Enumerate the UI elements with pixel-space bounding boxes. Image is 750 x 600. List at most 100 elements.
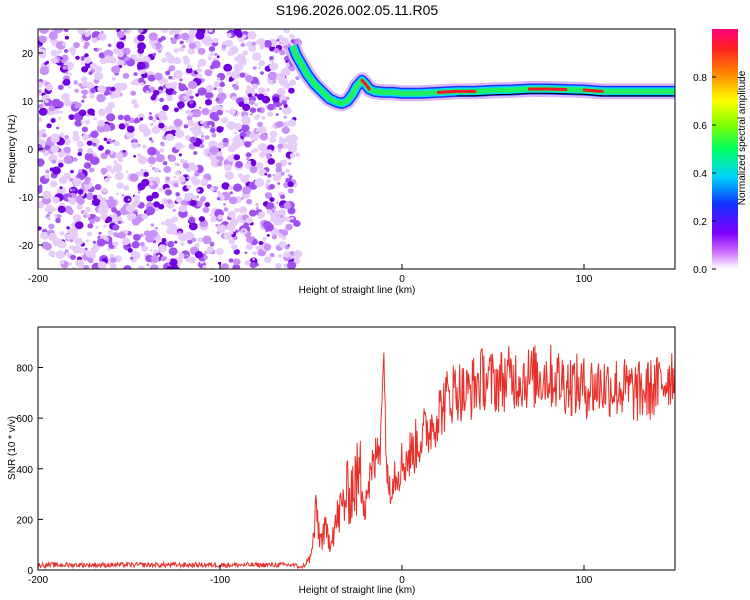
noise-blob <box>249 262 257 269</box>
noise-blob <box>196 195 200 199</box>
noise-blob <box>199 143 205 149</box>
noise-blob <box>242 186 252 195</box>
noise-blob <box>227 156 232 161</box>
noise-blob <box>151 125 161 134</box>
noise-blob <box>191 195 197 201</box>
noise-blob <box>240 124 250 133</box>
noise-blob <box>188 222 198 231</box>
noise-blob <box>259 245 262 248</box>
noise-blob <box>143 230 151 237</box>
noise-blob <box>130 256 134 260</box>
noise-blob <box>235 81 240 85</box>
noise-blob <box>293 250 303 258</box>
noise-blob <box>147 156 157 165</box>
noise-blob <box>165 176 171 181</box>
noise-blob <box>207 153 211 157</box>
noise-blob <box>101 123 111 132</box>
noise-blob <box>178 83 187 91</box>
noise-blob <box>40 231 49 240</box>
noise-blob <box>226 71 232 76</box>
noise-blob <box>234 208 240 213</box>
noise-blob <box>252 66 257 70</box>
noise-blob <box>83 211 88 216</box>
noise-blob <box>77 189 84 195</box>
noise-blob <box>188 216 196 224</box>
noise-blob <box>200 120 205 125</box>
noise-blob <box>57 205 66 213</box>
noise-blob <box>51 57 58 64</box>
noise-blob <box>278 233 283 238</box>
noise-blob <box>258 60 266 67</box>
noise-blob <box>233 258 241 266</box>
noise-blob <box>216 77 221 81</box>
noise-blob <box>82 94 87 99</box>
noise-blob <box>93 116 97 121</box>
noise-blob <box>50 145 59 154</box>
spectrogram-x-ticks: -200 -100 0 100 <box>28 264 593 285</box>
noise-blob <box>273 173 282 182</box>
noise-blob <box>179 78 183 82</box>
noise-blob <box>196 186 204 194</box>
noise-blob <box>179 40 184 45</box>
noise-blob <box>211 133 217 138</box>
noise-blob <box>57 254 61 258</box>
noise-blob <box>152 45 157 49</box>
x-tick-label: 100 <box>576 575 593 586</box>
noise-blob <box>122 150 126 153</box>
noise-blob <box>133 233 141 241</box>
noise-blob <box>260 46 264 50</box>
x-tick-label: -100 <box>210 575 230 586</box>
signal-ridge <box>285 42 675 112</box>
noise-blob <box>127 198 131 201</box>
noise-blob <box>205 250 210 255</box>
noise-blob <box>128 117 136 124</box>
noise-blob <box>67 157 71 162</box>
noise-blob <box>149 176 154 180</box>
noise-blob <box>81 66 89 73</box>
noise-blob <box>267 103 275 111</box>
noise-blob <box>106 216 113 223</box>
noise-blob <box>209 127 216 133</box>
noise-blob <box>180 242 185 247</box>
noise-blob <box>219 82 225 88</box>
noise-blob <box>234 123 243 131</box>
noise-blob <box>96 194 102 200</box>
noise-blob <box>131 142 139 149</box>
noise-blob <box>266 154 272 160</box>
noise-blob <box>62 65 68 70</box>
noise-blob <box>131 251 141 260</box>
noise-blob <box>127 248 133 253</box>
noise-blob <box>62 78 71 86</box>
noise-blob <box>242 229 246 233</box>
noise-blob <box>100 30 104 34</box>
noise-blob <box>78 169 83 174</box>
noise-blob <box>83 264 90 269</box>
noise-blob <box>177 101 185 109</box>
noise-blob <box>41 241 50 250</box>
noise-blob <box>208 29 213 33</box>
noise-blob <box>74 237 84 246</box>
noise-blob <box>181 32 190 41</box>
noise-blob <box>172 208 176 212</box>
noise-blob <box>149 229 158 238</box>
noise-blob <box>175 129 185 139</box>
noise-blob <box>223 203 227 206</box>
noise-blob <box>94 216 101 223</box>
noise-blob <box>104 149 111 155</box>
noise-blob <box>165 70 171 76</box>
noise-blob <box>206 84 214 92</box>
noise-blob <box>146 195 154 202</box>
noise-blob <box>38 226 42 231</box>
noise-blob <box>263 40 272 48</box>
noise-blob <box>280 171 285 176</box>
colorbar-tick-label: 0.4 <box>693 169 707 180</box>
noise-blob <box>211 60 221 69</box>
noise-blob <box>84 247 88 251</box>
noise-blob <box>202 206 210 213</box>
noise-blob <box>173 182 179 188</box>
noise-blob <box>39 29 49 34</box>
noise-blob <box>252 258 255 261</box>
noise-blob <box>122 72 130 79</box>
noise-blob <box>240 42 246 48</box>
noise-blob <box>180 200 186 206</box>
